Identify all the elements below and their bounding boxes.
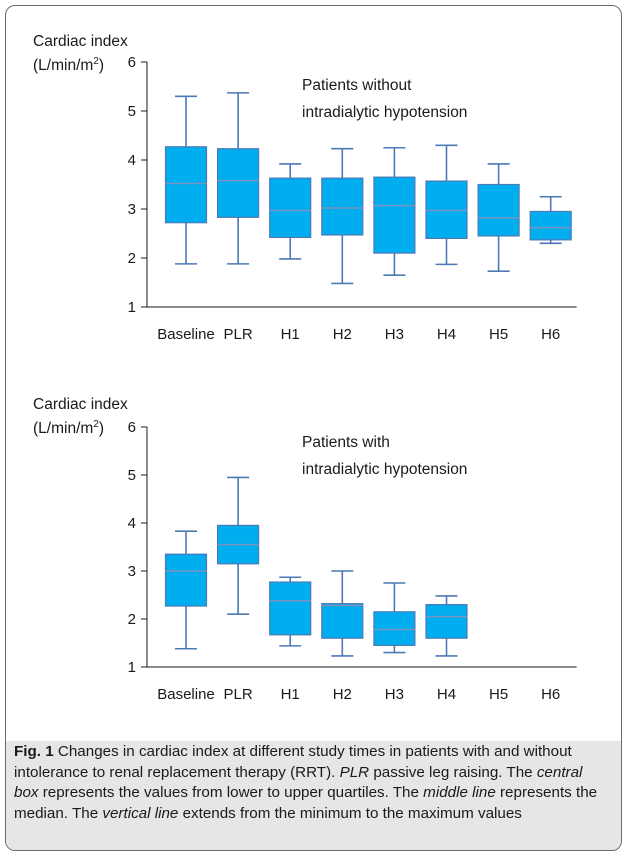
caption-em-vertical-line: vertical line — [102, 804, 179, 822]
y-axis-title-line2: (L/min/m2) — [33, 419, 104, 437]
caption-text-3: represents the values from lower to uppe… — [38, 784, 424, 802]
y-axis-unit-superscript: 2 — [93, 419, 99, 430]
box-iqr — [269, 177, 312, 239]
x-tick-label: H3 — [385, 686, 404, 703]
box-iqr — [373, 611, 416, 646]
x-tick-label: H6 — [541, 326, 560, 343]
y-tick-label: 1 — [128, 299, 136, 316]
x-tick-label: H5 — [489, 326, 508, 343]
y-tick-label: 4 — [128, 152, 136, 169]
x-tick-label: Baseline — [157, 326, 215, 343]
x-tick-label: H2 — [333, 326, 352, 343]
y-axis-unit-superscript: 2 — [93, 56, 99, 67]
x-tick-label: H3 — [385, 326, 404, 343]
box-iqr — [217, 148, 260, 218]
y-axis-title-line2: (L/min/m2) — [33, 56, 104, 74]
x-tick-label: PLR — [224, 686, 253, 703]
y-axis-unit-close: ) — [99, 57, 104, 74]
caption-text-5: extends from the minimum to the maximum … — [178, 804, 522, 822]
x-tick-label: Baseline — [157, 686, 215, 703]
box-iqr — [321, 177, 364, 236]
y-tick-label: 3 — [128, 201, 136, 218]
x-tick-label: H2 — [333, 686, 352, 703]
y-axis-unit: (L/min/m — [33, 57, 93, 74]
y-axis-title-line1: Cardiac index — [33, 33, 128, 50]
chart-with-hypotension: Cardiac index(L/min/m2)Patients withintr… — [33, 396, 577, 703]
caption-panel — [6, 741, 621, 850]
caption-text-1: Changes in cardiac index at different st… — [14, 743, 572, 781]
box-iqr — [164, 553, 208, 607]
annotation-line2: intradialytic hypotension — [302, 104, 467, 121]
y-tick-label: 5 — [128, 467, 136, 484]
box-iqr — [321, 603, 364, 639]
box-iqr — [425, 603, 468, 639]
y-tick-label: 2 — [128, 250, 136, 267]
x-tick-label: H1 — [281, 326, 300, 343]
box-iqr — [477, 183, 520, 237]
annotation-line2: intradialytic hypotension — [302, 461, 467, 478]
caption-fig-label: Fig. 1 — [14, 743, 54, 760]
chart-without-hypotension: Cardiac index(L/min/m2)Patients withouti… — [33, 33, 577, 343]
y-tick-label: 5 — [128, 103, 136, 120]
y-tick-label: 6 — [128, 54, 136, 71]
x-tick-label: H1 — [281, 686, 300, 703]
box-iqr — [164, 146, 208, 224]
y-tick-label: 2 — [128, 611, 136, 628]
y-tick-label: 1 — [128, 659, 136, 676]
caption-em-central-box: central box — [14, 763, 583, 802]
y-tick-label: 6 — [128, 419, 136, 436]
x-tick-label: H6 — [541, 686, 560, 703]
y-axis-title-line1: Cardiac index — [33, 396, 128, 413]
x-tick-label: H4 — [437, 326, 456, 343]
y-tick-label: 3 — [128, 563, 136, 580]
annotation-line1: Patients without — [302, 77, 412, 94]
annotation-line1: Patients with — [302, 434, 390, 451]
caption-text-4: represents the median. The — [14, 784, 598, 822]
caption-text-2: passive leg raising. The — [369, 763, 537, 781]
y-axis-unit-close: ) — [99, 420, 104, 437]
box-iqr — [373, 176, 416, 254]
figure-caption: Fig. 1 Changes in cardiac index at diffe… — [14, 742, 606, 824]
caption-em-plr: PLR — [339, 763, 370, 781]
y-tick-label: 4 — [128, 515, 136, 532]
x-tick-label: H4 — [437, 686, 456, 703]
x-tick-label: H5 — [489, 686, 508, 703]
box-iqr — [529, 210, 572, 241]
y-axis-unit: (L/min/m — [33, 420, 93, 437]
figure-frame — [5, 5, 622, 851]
caption-em-middle-line: middle line — [423, 784, 496, 802]
box-iqr — [269, 581, 312, 636]
x-tick-label: PLR — [224, 326, 253, 343]
